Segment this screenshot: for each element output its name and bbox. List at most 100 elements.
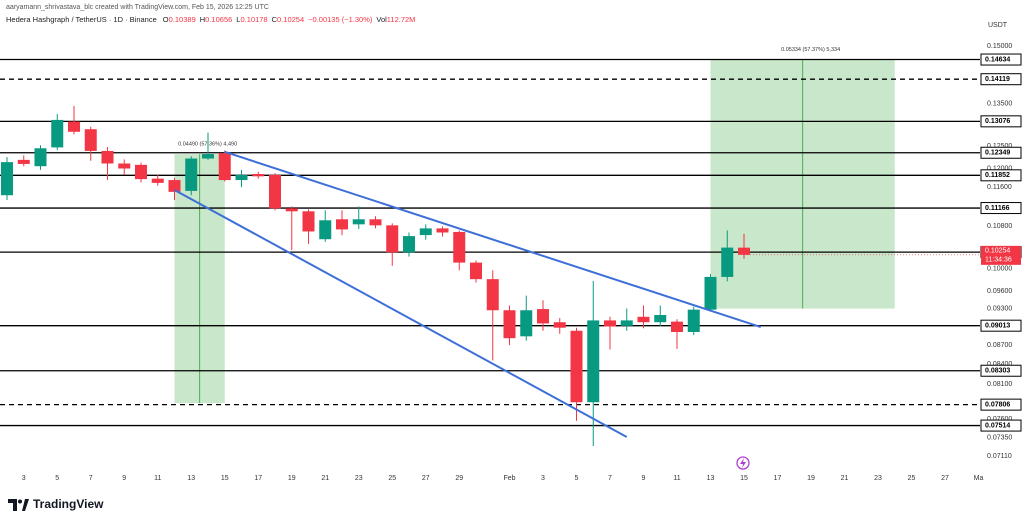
logo-mark	[22, 499, 29, 511]
candle-body	[352, 219, 365, 225]
candle-body	[436, 228, 449, 233]
candle-body	[553, 322, 566, 328]
y-tick-label: 0.07110	[987, 453, 1012, 460]
y-tick-label: 0.08700	[987, 342, 1012, 349]
level-label-box	[980, 202, 1022, 215]
y-tick-label: 0.07350	[987, 435, 1012, 442]
candle-body	[738, 247, 750, 255]
last-price-label: 0.10254	[985, 248, 1010, 255]
level-label: 0.11166	[985, 205, 1010, 212]
candle-body	[503, 310, 516, 339]
candle-body	[1, 162, 13, 196]
y-tick-label: 0.08400	[987, 361, 1012, 368]
candle-body	[470, 262, 482, 280]
candle-body	[68, 121, 80, 132]
x-tick-label: 7	[89, 475, 93, 482]
x-tick-label: 25	[908, 475, 916, 482]
high-value: 0.10656	[205, 15, 232, 24]
trendline	[174, 189, 628, 438]
level-label-box	[980, 319, 1022, 332]
x-tick-label: 15	[740, 475, 748, 482]
candle-body	[302, 211, 315, 232]
credit: aaryamann_shrivastava_blc created with T…	[6, 4, 269, 11]
x-tick-label: 15	[221, 475, 229, 482]
candle-body	[721, 247, 734, 277]
x-tick-label: 19	[288, 475, 296, 482]
candle-body	[84, 129, 97, 151]
candle-body	[486, 279, 499, 311]
candle-body	[319, 220, 332, 240]
candle-body	[520, 310, 533, 337]
level-label: 0.07806	[985, 401, 1010, 408]
ohlc-label: H	[200, 15, 205, 24]
event-icon	[736, 456, 750, 470]
level-label-box	[980, 398, 1022, 411]
x-tick-label: 21	[841, 475, 849, 482]
y-tick-label: 0.08100	[987, 381, 1012, 388]
level-label: 0.12349	[985, 150, 1010, 157]
level-label-box	[980, 73, 1022, 86]
x-tick-label: Feb	[503, 475, 515, 482]
plot-area: 0.15000 0.13500 0.12500 0.12000 0.11600 0.108…	[0, 43, 1022, 482]
candle-body	[34, 148, 47, 167]
level-label: 0.13076	[985, 118, 1010, 125]
candle-body	[453, 231, 466, 263]
measure-label: 0.05334 (57.37%) 5,334	[781, 47, 840, 53]
candle-body	[51, 119, 64, 148]
candle-body	[570, 330, 583, 403]
candle-body	[235, 174, 248, 181]
candle-body	[687, 309, 700, 332]
last-price-box	[981, 245, 1021, 265]
candle-body	[269, 174, 281, 209]
candle-body	[587, 320, 600, 403]
x-tick-label: 13	[707, 475, 715, 482]
symbol-header: Hedera Hashgraph / TetherUS · 1D · Binan…	[6, 15, 415, 24]
level-label: 0.07514	[985, 422, 1010, 429]
x-tick-label: 27	[941, 475, 949, 482]
candle-body	[151, 178, 164, 183]
x-tick-label: 29	[455, 475, 463, 482]
x-tick-label: 11	[154, 475, 161, 482]
candle-body	[604, 320, 616, 327]
x-tick-label: 27	[422, 475, 430, 482]
level-label-box	[980, 419, 1022, 432]
countdown: 11:34:36	[985, 257, 1012, 264]
candle-body	[168, 180, 181, 192]
x-tick-label: 3	[541, 475, 545, 482]
y-tick-label: 0.13500	[987, 101, 1012, 108]
level-label: 0.14634	[985, 56, 1010, 63]
currency: USDT	[988, 22, 1008, 29]
volume-value: 112.72M	[387, 15, 416, 24]
x-tick-label: 11	[673, 475, 680, 482]
symbol: Hedera Hashgraph / TetherUS · 1D · Binan…	[6, 15, 157, 24]
y-tick-label: 0.10800	[987, 223, 1012, 230]
candle-body	[185, 158, 198, 191]
candle-body	[654, 315, 667, 323]
candle-body	[386, 225, 399, 253]
y-tick-label: 0.09600	[987, 288, 1012, 295]
x-tick-label: 19	[807, 475, 815, 482]
brand-logo: TradingView	[8, 497, 104, 511]
candle-body	[218, 153, 231, 181]
candle-body	[101, 150, 114, 164]
ohlc-label: C	[272, 15, 278, 24]
x-tick-label: 17	[774, 475, 782, 482]
candle-body	[403, 236, 415, 253]
candle-body	[336, 219, 348, 230]
candle-body	[369, 219, 382, 226]
x-tick-label: 23	[874, 475, 882, 482]
logo-dot	[18, 499, 22, 504]
y-tick-label: 0.12000	[987, 165, 1012, 172]
y-tick-label: 0.11600	[987, 184, 1012, 191]
x-tick-label: 23	[355, 475, 363, 482]
x-tick-label: 3	[22, 475, 26, 482]
candle-body	[135, 164, 147, 180]
level-label: 0.14119	[985, 76, 1010, 83]
candle-body	[285, 208, 298, 212]
candle-body	[118, 163, 131, 169]
x-tick-label: Ma	[974, 475, 984, 482]
candle-body	[704, 276, 717, 310]
candle-body	[252, 174, 265, 177]
level-label-box	[980, 169, 1022, 182]
